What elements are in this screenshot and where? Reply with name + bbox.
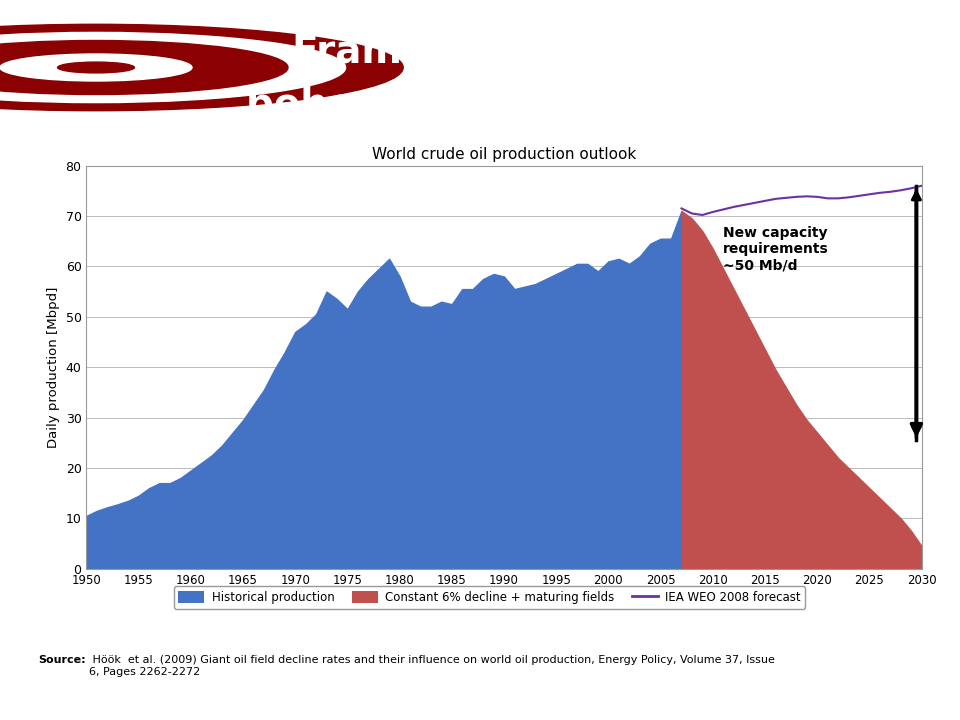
Circle shape bbox=[0, 24, 403, 111]
Text: UPPSALA
UNIVERSITET: UPPSALA UNIVERSITET bbox=[58, 151, 134, 173]
Text: behovet av ny produktion: behovet av ny produktion bbox=[246, 86, 810, 125]
Circle shape bbox=[0, 54, 192, 81]
Text: Source:: Source: bbox=[38, 655, 86, 665]
Title: World crude oil production outlook: World crude oil production outlook bbox=[372, 147, 636, 162]
Circle shape bbox=[58, 62, 134, 73]
Circle shape bbox=[0, 32, 346, 102]
Circle shape bbox=[0, 40, 288, 94]
Y-axis label: Daily production [Mbpd]: Daily production [Mbpd] bbox=[47, 287, 60, 448]
Text: Framtida utsikter och: Framtida utsikter och bbox=[292, 32, 764, 71]
Text: Höök  et al. (2009) Giant oil field decline rates and their influence on world o: Höök et al. (2009) Giant oil field decli… bbox=[89, 655, 775, 677]
Circle shape bbox=[0, 17, 461, 119]
Legend: Historical production, Constant 6% decline + maturing fields, IEA WEO 2008 forec: Historical production, Constant 6% decli… bbox=[174, 586, 805, 609]
Text: New capacity
requirements
~50 Mb/d: New capacity requirements ~50 Mb/d bbox=[723, 226, 829, 272]
